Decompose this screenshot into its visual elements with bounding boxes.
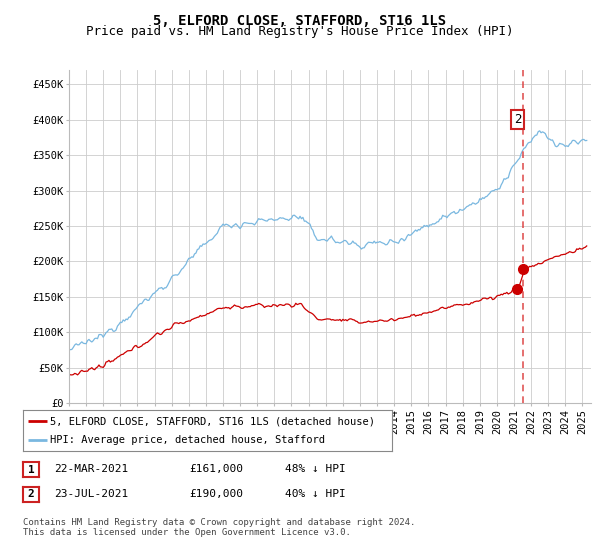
Text: Price paid vs. HM Land Registry's House Price Index (HPI): Price paid vs. HM Land Registry's House …	[86, 25, 514, 38]
Text: 1: 1	[28, 465, 34, 474]
Text: 23-JUL-2021: 23-JUL-2021	[54, 489, 128, 499]
Text: HPI: Average price, detached house, Stafford: HPI: Average price, detached house, Staf…	[50, 435, 325, 445]
Text: 2: 2	[514, 113, 521, 126]
Text: 2: 2	[28, 489, 34, 499]
Text: £161,000: £161,000	[189, 464, 243, 474]
Text: 48% ↓ HPI: 48% ↓ HPI	[285, 464, 346, 474]
Text: 22-MAR-2021: 22-MAR-2021	[54, 464, 128, 474]
Text: Contains HM Land Registry data © Crown copyright and database right 2024.
This d: Contains HM Land Registry data © Crown c…	[23, 518, 415, 538]
Text: 5, ELFORD CLOSE, STAFFORD, ST16 1LS (detached house): 5, ELFORD CLOSE, STAFFORD, ST16 1LS (det…	[50, 417, 376, 426]
Text: 40% ↓ HPI: 40% ↓ HPI	[285, 489, 346, 499]
Text: 5, ELFORD CLOSE, STAFFORD, ST16 1LS: 5, ELFORD CLOSE, STAFFORD, ST16 1LS	[154, 14, 446, 28]
Text: £190,000: £190,000	[189, 489, 243, 499]
